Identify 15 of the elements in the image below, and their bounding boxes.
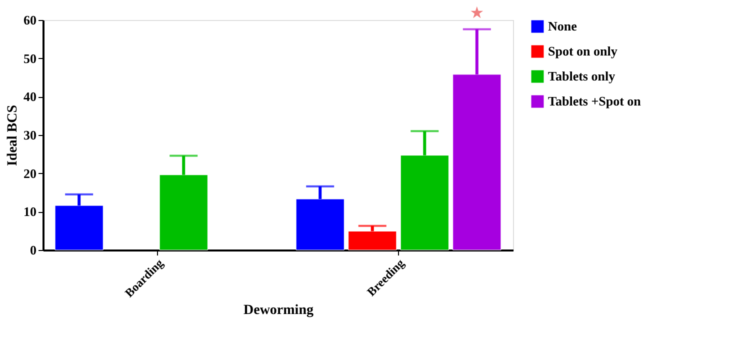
- y-tick-label: 40: [24, 89, 36, 104]
- legend-label: None: [548, 18, 578, 34]
- y-tick-label: 30: [24, 128, 36, 142]
- x-axis-title: Deworming: [244, 303, 314, 318]
- y-tick-label: 60: [24, 12, 36, 28]
- annotation: ★: [470, 3, 484, 22]
- y-tick-label: 20: [24, 166, 36, 181]
- legend-label: Tablets only: [548, 68, 616, 84]
- y-tick-label: 0: [30, 242, 36, 258]
- legend-label: Tablets +Spot on: [548, 94, 642, 108]
- y-tick-label: 10: [24, 204, 36, 220]
- y-axis-title: Ideal BCS: [6, 104, 20, 166]
- y-tick-label: 50: [24, 50, 36, 66]
- legend-label: Spot on only: [548, 44, 618, 58]
- bar: [348, 230, 397, 250]
